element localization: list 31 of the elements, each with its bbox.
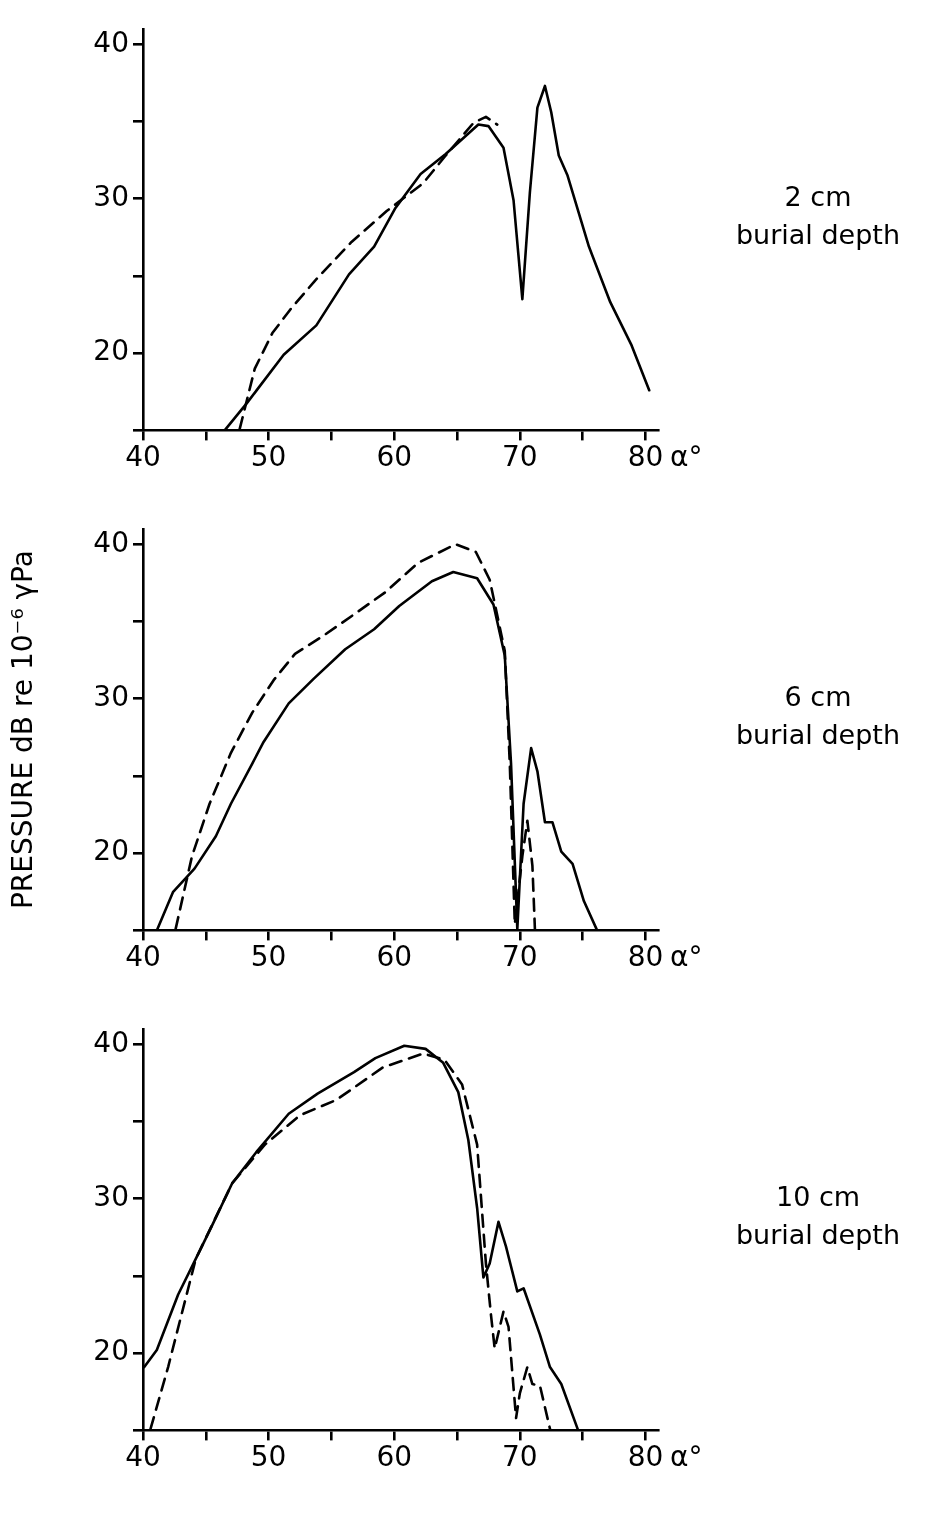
x-tick-label: 50 [250,940,287,974]
x-tick-label: 80 [627,940,664,974]
y-tick-label: 30 [93,179,129,213]
y-tick-label: 20 [93,1334,129,1368]
x-tick-label: 50 [250,440,287,474]
x-tick-label: 80 [627,440,664,474]
x-tick-label: 80 [627,1440,664,1474]
x-tick-label: 70 [502,1440,538,1474]
x-tick-label: 40 [125,440,161,474]
x-axis-title: α° [670,939,703,973]
y-tick-label: 30 [93,679,129,713]
x-axis-title: α° [670,439,703,473]
y-tick-label: 40 [93,25,129,59]
x-tick-label: 40 [125,940,161,974]
text: 2 cm burial depth [734,180,902,252]
y-tick-label: 20 [93,334,129,368]
y-tick-label: 40 [93,1025,129,1059]
y-tick-label: 40 [93,525,129,559]
y-tick-label: 20 [93,834,129,868]
x-tick-label: 60 [376,1440,413,1474]
x-tick-label: 50 [250,1440,287,1474]
y-axis-title: PRESSURE dB re 10⁻⁶ γPa [6,550,40,910]
x-tick-label: 60 [376,940,413,974]
y-tick-label: 30 [93,1179,129,1213]
x-tick-label: 60 [376,440,413,474]
x-tick-label: 40 [125,1440,161,1474]
x-tick-label: 70 [502,940,538,974]
x-axis-title: α° [670,1439,703,1473]
text: 10 cm burial depth [734,1180,902,1252]
text: 6 cm burial depth [734,680,902,752]
x-tick-label: 70 [502,440,538,474]
